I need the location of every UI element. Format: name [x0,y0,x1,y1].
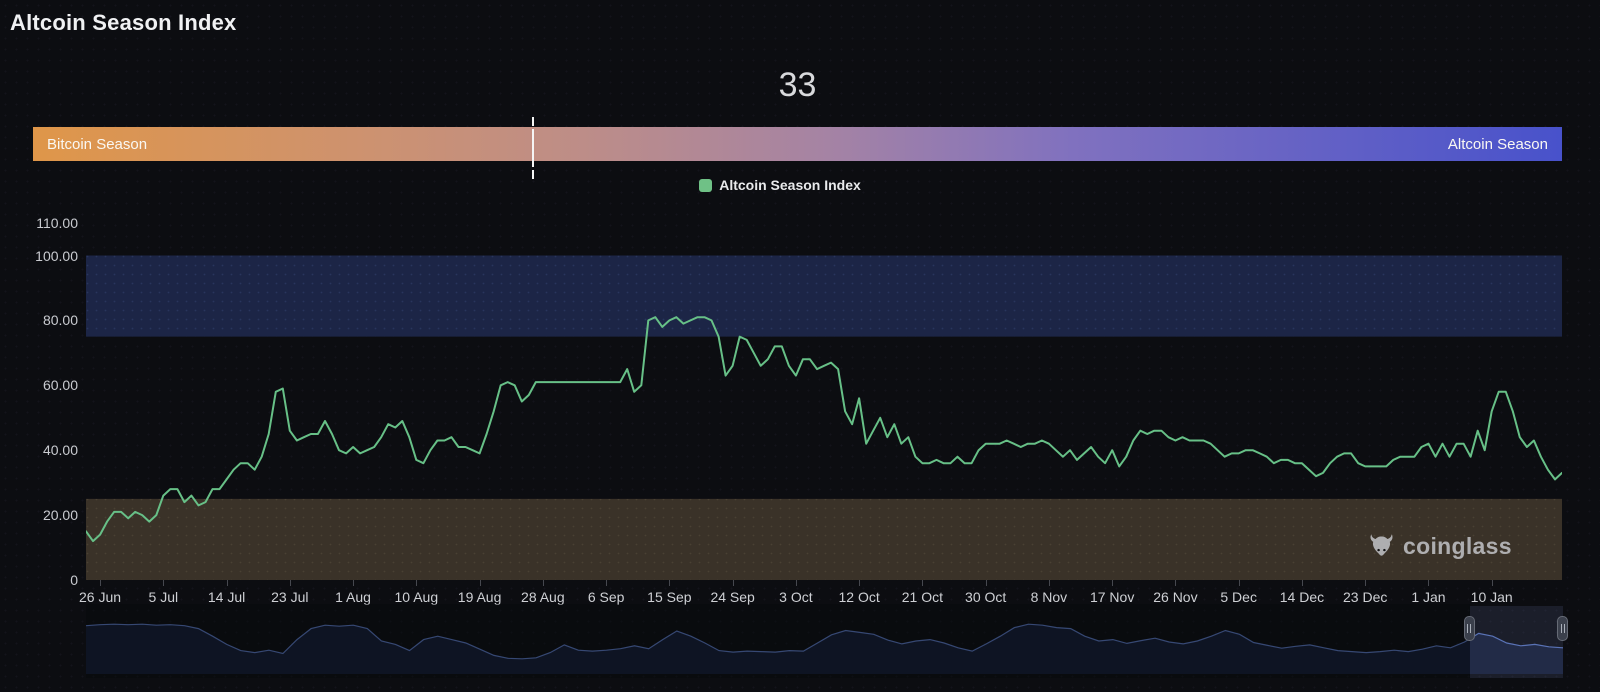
x-tick-label: 23 Dec [1343,589,1388,605]
x-tick-mark [416,580,418,586]
x-tick-label: 10 Aug [394,589,439,605]
gauge-label-altcoin-season: Altcoin Season [1447,135,1548,153]
navigator-right-handle[interactable] [1557,616,1568,641]
y-tick-label: 40.00 [42,442,78,459]
y-tick-label: 60.00 [42,377,78,394]
y-tick-label: 0 [70,572,78,588]
x-tick-mark [1491,580,1493,586]
x-tick-mark [353,580,355,586]
coinglass-label: coinglass [1403,533,1512,559]
x-tick-mark [922,580,924,586]
page-title: Altcoin Season Index [10,10,237,35]
x-tick-label: 14 Dec [1279,589,1325,605]
plot-band-texture-bitcoin-season-zone [86,498,1562,580]
x-tick-mark [1301,580,1303,586]
legend-label: Altcoin Season Index [719,177,861,193]
legend-swatch-icon [699,178,713,192]
x-tick-label: 30 Oct [965,589,1007,605]
x-tick-label: 24 Sep [710,589,755,605]
x-tick-label: 8 Nov [1030,589,1068,605]
x-tick-label: 1 Jan [1411,589,1446,605]
gauge-current-value: 33 [778,66,817,104]
x-tick-mark [1112,580,1114,586]
x-tick-mark [1365,580,1367,586]
x-tick-mark [163,580,165,586]
gauge-label-bitcoin-season: Bitcoin Season [47,135,148,153]
x-tick-mark [479,580,481,586]
coinglass-watermark: coinglass [1368,532,1512,561]
x-tick-mark [985,580,987,586]
y-tick-label: 80.00 [42,312,78,329]
coinglass-bull-icon [1370,534,1393,556]
y-tick-label: 100.00 [35,247,78,264]
legend-item-altcoin-season-index[interactable]: Altcoin Season Index [0,177,1560,193]
x-tick-mark [1048,580,1050,586]
x-tick-label: 5 Dec [1220,589,1257,605]
x-tick-label: 28 Aug [521,589,565,605]
x-tick-mark [100,580,102,586]
x-tick-label: 26 Jun [79,589,122,605]
x-tick-label: 10 Jan [1470,589,1513,605]
season-gauge-bar: Bitcoin Season Altcoin Season [33,117,1562,179]
main-chart-plot-area[interactable] [86,210,1562,580]
navigator-mini-chart[interactable] [86,604,1563,678]
x-tick-mark [606,580,608,586]
x-tick-mark [226,580,228,586]
x-tick-label: 12 Oct [838,589,880,605]
x-tick-label: 26 Nov [1153,589,1198,605]
x-tick-mark [289,580,291,586]
x-tick-label: 3 Oct [779,589,813,605]
x-tick-mark [669,580,671,586]
x-tick-label: 1 Aug [335,589,371,605]
x-tick-label: 21 Oct [901,589,944,605]
plot-band-texture-altcoin-season-zone [86,255,1562,337]
x-tick-label: 19 Aug [457,589,502,605]
y-tick-label: 20.00 [42,507,78,524]
x-tick-mark [795,580,797,586]
x-tick-mark [1428,580,1430,586]
x-tick-label: 23 Jul [271,589,309,605]
x-tick-label: 17 Nov [1089,589,1135,605]
gauge-marker-line [531,117,534,179]
x-tick-mark [1175,580,1177,586]
navigator-left-handle[interactable] [1463,616,1475,641]
x-tick-label: 15 Sep [647,589,692,605]
x-tick-label: 6 Sep [587,589,625,605]
x-tick-label: 14 Jul [207,589,246,605]
x-tick-mark [542,580,544,586]
x-tick-mark [859,580,861,586]
x-tick-mark [732,580,734,586]
y-tick-label: 110.00 [36,215,78,232]
x-tick-label: 5 Jul [148,589,179,605]
x-tick-mark [1238,580,1240,586]
